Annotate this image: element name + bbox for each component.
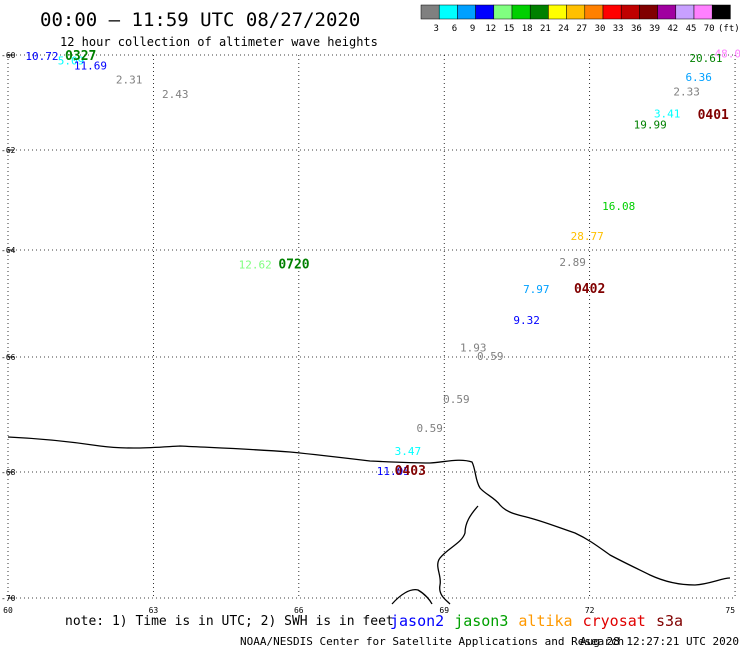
wave-height-value: 3.47 [395,445,422,458]
legend-bin-label: 9 [470,24,475,34]
legend-swatch [602,4,622,20]
satellite-name: jason2 [390,612,444,630]
legend-bin-label: 12 [485,24,496,34]
legend-swatch [511,4,531,20]
wave-height-value: 2.31 [116,74,143,87]
generated-timestamp: Aug 28 12:27:21 UTC 2020 [580,635,739,648]
map-title: 00:00 – 11:59 UTC 08/27/2020 [40,9,360,31]
wave-height-value: 11.05 [377,465,410,478]
latitude-tick-label: -70 [1,594,16,603]
legend-bin-label: 27 [576,24,587,34]
legend-unit: (ft) [718,24,740,34]
longitude-tick-label: 63 [149,606,159,615]
legend-swatch [566,4,586,20]
pass-time-label: 0401 [698,108,729,123]
legend-bin-label: 30 [595,24,606,34]
latitude-tick-label: -64 [1,246,16,255]
map-subtitle: 12 hour collection of altimeter wave hei… [60,35,378,49]
legend-swatch [675,4,695,20]
wave-height-value: 5.09 [58,55,85,68]
legend-swatch [639,4,658,20]
antarctic-coastline [7,436,731,605]
longitude-tick-label: 69 [439,606,449,615]
satellite-legend: jason2 jason3 altika cryosat s3a [390,612,683,630]
latitude-tick-label: -66 [1,353,16,362]
wave-height-value: 2.89 [559,256,586,269]
legend-bin-label: 45 [686,24,697,34]
wave-height-value: 1.93 [460,342,487,355]
pass-time-label: 0402 [574,282,605,297]
legend-swatch [529,4,549,20]
legend-swatch [493,4,513,20]
legend-swatch [420,4,440,20]
legend-swatch [548,4,567,20]
satellite-name: s3a [656,612,683,630]
wave-height-value: 11.69 [74,59,107,72]
wave-height-color-legend: 3 6 9 12 15 18 21 24 27 30 33 36 39 42 45 70 [420,4,731,34]
legend-swatch [657,4,677,20]
pass-time-label: 0720 [278,258,309,273]
credit-line: NOAA/NESDIS Center for Satellite Applica… [240,635,624,648]
wave-height-value: 6.36 [685,71,712,84]
wave-height-value: 3.41 [654,108,681,121]
pass-time-label: 0403 [395,464,426,479]
satellite-name: altika [518,612,572,630]
wave-height-value: 16.08 [602,200,635,213]
legend-bin-label: 21 [540,24,551,34]
legend-bin-label: 24 [558,24,569,34]
wave-height-value: 12.62 [239,259,272,272]
legend-swatch [475,4,495,20]
longitude-tick-label: 66 [294,606,304,615]
latitude-tick-label: -60 [1,51,16,60]
wave-height-value: 0.59 [416,422,443,435]
wave-height-value: 20.61 [689,52,722,65]
axis-ticks: -60 -62 -64 -66 -68 -70 60 63 66 69 72 75 [1,51,735,615]
wave-height-value: 28.77 [571,230,604,243]
latitude-tick-label: -62 [1,146,16,155]
wave-height-value: 2.33 [673,85,700,98]
wave-height-value: 48.0 [715,47,740,60]
satellite-pass-times: 0327 0720 0402 0403 0401 [65,49,729,479]
satellite-name: cryosat [583,612,646,630]
legend-swatch [711,4,731,20]
wave-height-value: 10.72 [25,50,58,63]
legend-bin-label: 39 [649,24,660,34]
legend-bin-label: 6 [452,24,457,34]
wave-height-value: 9.32 [513,314,540,327]
legend-bin-label: 33 [613,24,624,34]
legend-swatch [438,4,458,20]
legend-swatch [584,4,604,20]
latitude-tick-label: -68 [1,468,16,477]
legend-swatch [457,4,476,20]
pass-time-label: 0327 [65,49,96,64]
legend-bin-label: 18 [522,24,533,34]
legend-bin-label: 3 [433,24,438,34]
legend-bin-label: 42 [667,24,678,34]
legend-swatch [693,4,713,20]
wave-height-value: 7.97 [523,283,550,296]
legend-bin-label: 70 [704,24,715,34]
graticule [7,54,736,599]
satellite-name: jason3 [454,612,508,630]
wave-height-value: 0.59 [477,350,504,363]
units-note: note: 1) Time is in UTC; 2) SWH is in fe… [65,614,394,629]
legend-bin-label: 15 [504,24,515,34]
wave-height-value: 0.59 [443,393,470,406]
legend-bin-label: 36 [631,24,642,34]
longitude-tick-label: 72 [585,606,595,615]
legend-swatch [620,4,640,20]
wave-height-value: 19.99 [634,119,667,132]
wave-height-value: 2.43 [162,88,189,101]
longitude-tick-label: 60 [3,606,13,615]
longitude-tick-label: 75 [725,606,735,615]
